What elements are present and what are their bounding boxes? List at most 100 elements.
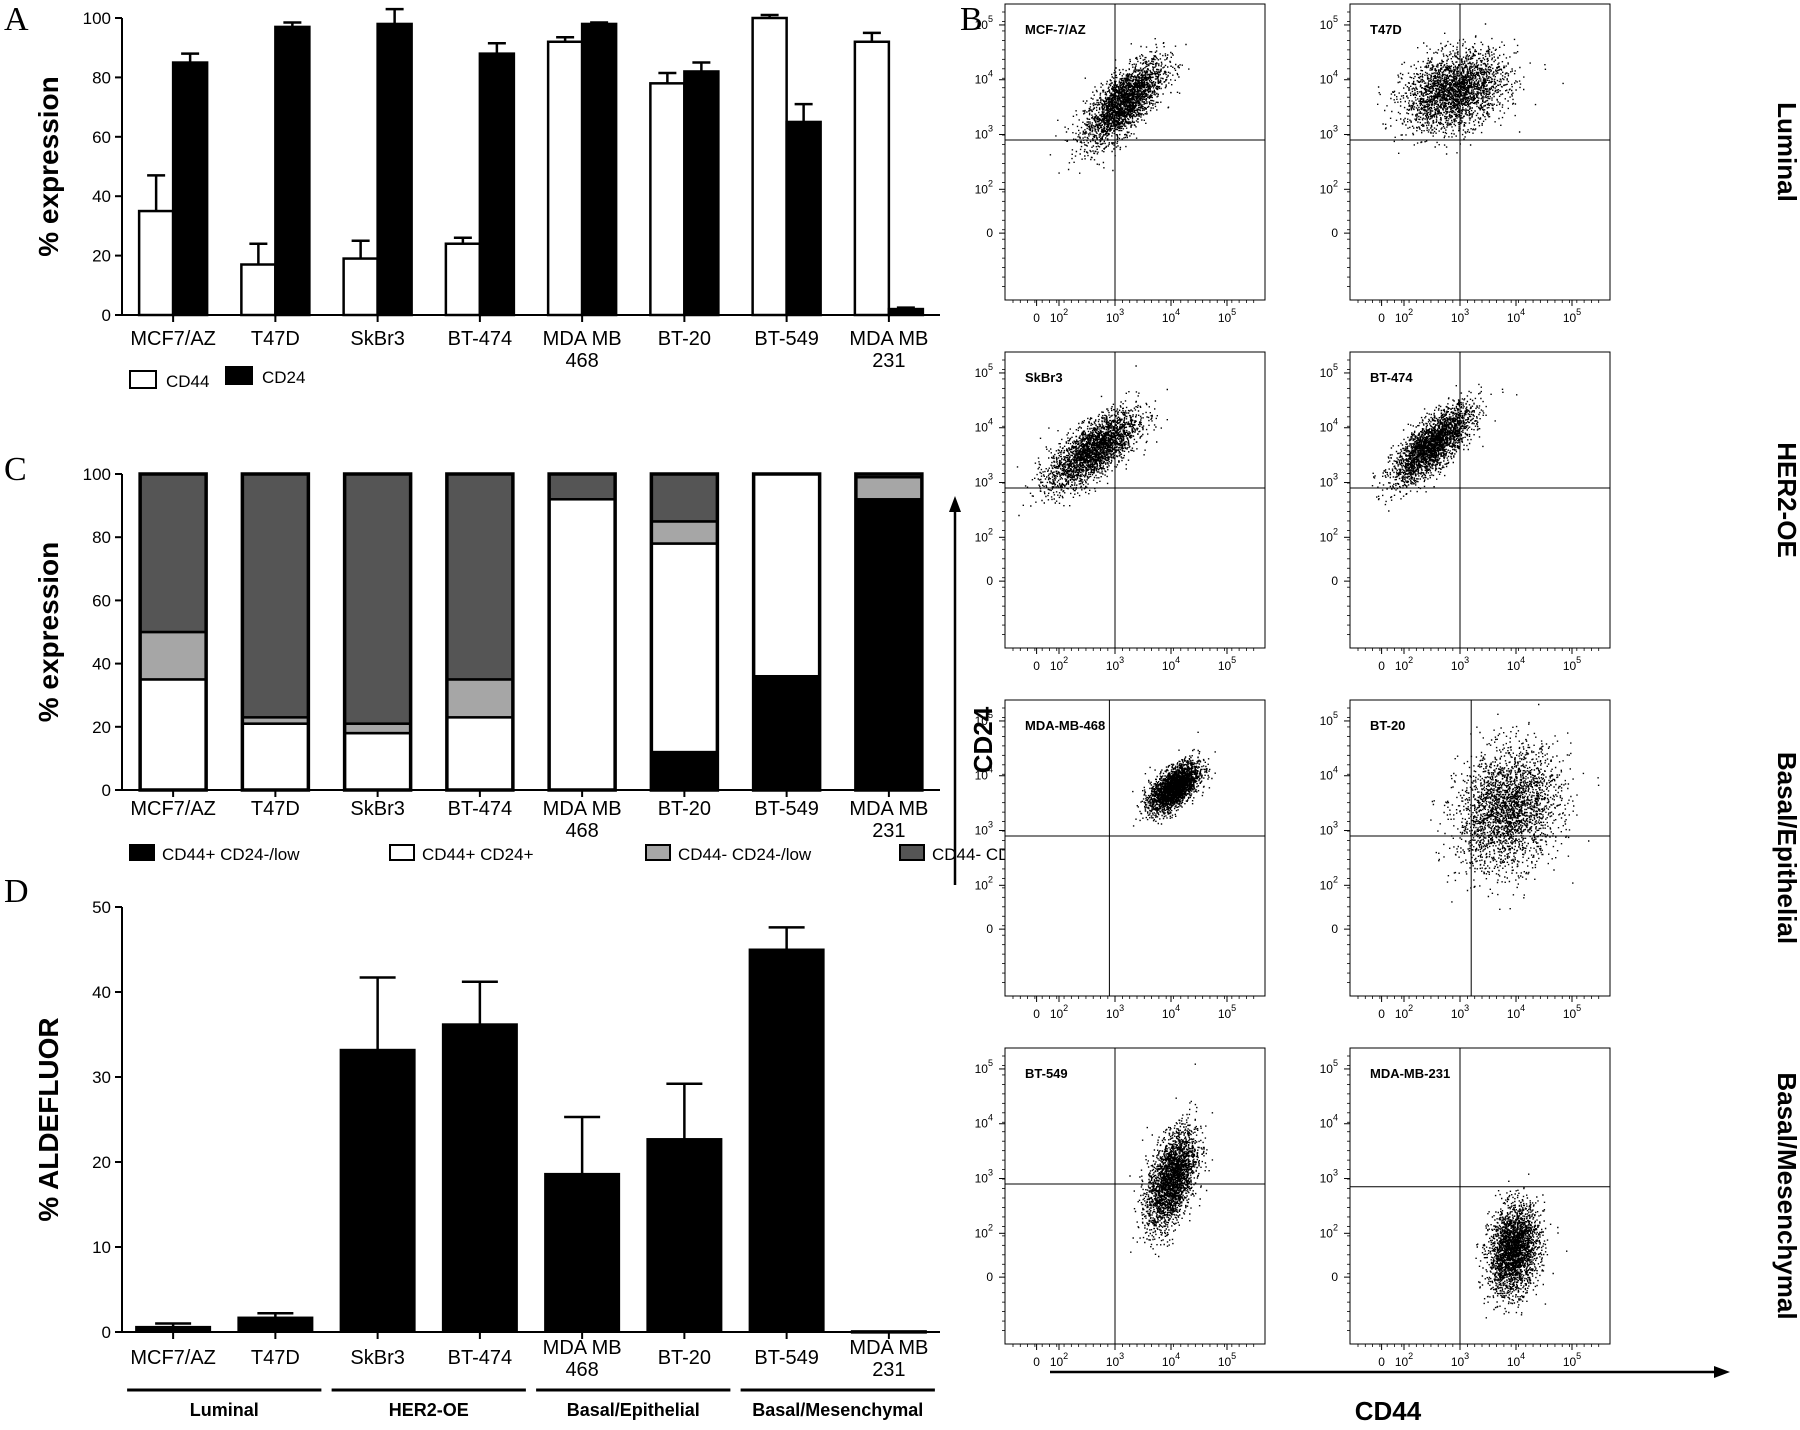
b-y-tick-label: 103: [975, 1168, 993, 1186]
b-tick-exponent: 3: [1119, 655, 1124, 665]
d-bar: [544, 1172, 621, 1334]
b-x-tick-label: 0: [1378, 1007, 1385, 1021]
a-y-tick-label: 20: [92, 247, 111, 266]
b-event-dots: [1132, 731, 1216, 827]
c-stack-segment: [650, 750, 719, 792]
b-x-tick-label: 0: [1378, 311, 1385, 325]
b-tick-exponent: 3: [1464, 307, 1469, 317]
b-x-tick-label: 104: [1507, 1351, 1525, 1369]
d-category-label: SkBr3: [350, 1347, 404, 1369]
b-x-tick-label: 104: [1162, 1003, 1180, 1021]
b-tick-exponent: 3: [988, 1168, 993, 1178]
c-stack-segment: [241, 472, 310, 719]
c-bar-outline: [138, 472, 208, 792]
d-y-tick-label: 30: [92, 1068, 111, 1087]
a-bar-cd24: [580, 22, 618, 317]
c-stack-segment: [445, 716, 515, 792]
b-plot-frame: [1004, 3, 1266, 301]
b-x-tick-label: 0: [1033, 311, 1040, 325]
d-category-label: MCF7/AZ: [130, 1347, 216, 1369]
d-category-label: BT-474: [448, 1347, 512, 1369]
a-bar-cd44: [137, 209, 175, 317]
b-y-tick-label: 0: [1331, 574, 1338, 588]
d-category-label-line: 468: [565, 1359, 598, 1381]
b-y-tick-label: 104: [1320, 69, 1338, 87]
panel-letter-b: B: [960, 1, 983, 38]
panel-letter-c: C: [4, 451, 27, 488]
b-y-tick-label: 105: [1320, 1058, 1338, 1076]
d-group-label: Basal/Epithelial: [567, 1400, 700, 1420]
b-y-tick-label: 103: [975, 124, 993, 142]
b-x-axis-title: CD44: [1355, 1396, 1422, 1426]
b-y-tick-label: 103: [1320, 1168, 1338, 1186]
c-y-tick-label: 20: [92, 718, 111, 737]
b-x-tick-label: 0: [1378, 659, 1385, 673]
b-x-tick-label: 102: [1395, 1351, 1413, 1369]
b-x-tick-label: 104: [1162, 307, 1180, 325]
b-x-tick-label: 103: [1451, 307, 1469, 325]
b-tick-exponent: 5: [1333, 14, 1338, 24]
b-y-tick-label: 104: [1320, 417, 1338, 435]
a-bar-cd44: [751, 16, 788, 317]
b-scatter-plot: T47D 0 102 103 104 105 0 102 103 104 105: [1320, 3, 1611, 325]
c-category-label-line: MCF7/AZ: [130, 798, 216, 820]
c-stack-segment: [343, 472, 412, 725]
a-category-label-line: SkBr3: [350, 328, 404, 350]
c-stack-segment: [650, 472, 719, 523]
b-y-tick-label: 103: [975, 820, 993, 838]
b-x-tick-label: 105: [1218, 1351, 1236, 1369]
b-event-dots: [1129, 1063, 1214, 1258]
b-row-label: Basal/Mesenchymal: [1772, 1072, 1800, 1319]
b-tick-exponent: 2: [988, 178, 993, 188]
a-bar-cd24: [274, 25, 311, 317]
b-tick-exponent: 3: [988, 820, 993, 830]
b-scatter-plot: BT-474 0 102 103 104 105 0 102 103 104 105: [1320, 351, 1611, 673]
a-legend-swatch-cd24: [225, 366, 253, 385]
c-bar-outline: [445, 472, 515, 792]
c-stack-segment: [445, 678, 515, 719]
b-tick-exponent: 3: [1464, 655, 1469, 665]
c-category-label: T47D: [251, 798, 300, 820]
b-tick-exponent: 4: [1175, 307, 1180, 317]
d-category-label-line: MCF7/AZ: [130, 1347, 216, 1369]
b-tick-exponent: 5: [1576, 1351, 1581, 1361]
b-x-tick-label: 105: [1218, 307, 1236, 325]
a-legend-label-cd24: CD24: [262, 368, 305, 387]
b-tick-exponent: 3: [1333, 820, 1338, 830]
b-plot-frame: [1349, 1047, 1611, 1345]
a-y-tick-label: 100: [83, 9, 111, 28]
b-x-tick-label: 104: [1507, 1003, 1525, 1021]
b-x-tick-label: 105: [1563, 1351, 1581, 1369]
b-tick-exponent: 4: [1175, 1351, 1180, 1361]
b-tick-exponent: 5: [988, 362, 993, 372]
b-tick-exponent: 2: [1333, 526, 1338, 536]
b-sample-label: MDA-MB-468: [1025, 718, 1105, 733]
c-stack-segment: [138, 472, 208, 634]
a-category-label-line: BT-20: [658, 328, 711, 350]
c-category-label: BT-474: [448, 798, 512, 820]
a-y-tick-label: 40: [92, 187, 111, 206]
a-bar-cd44: [444, 242, 482, 317]
c-category-label: SkBr3: [350, 798, 404, 820]
b-tick-exponent: 3: [1119, 1003, 1124, 1013]
b-y-tick-label: 102: [1320, 178, 1338, 196]
c-bar-outline: [649, 472, 720, 792]
c-category-label: BT-549: [754, 798, 818, 820]
a-category-label: T47D: [251, 328, 300, 350]
c-category-label-line: SkBr3: [350, 798, 404, 820]
panel-a-bar-chart: 0 20 40 60 80 100 % expression MCF7/AZ T47D SkBr3…: [33, 7, 940, 391]
b-x-tick-label: 102: [1050, 655, 1068, 673]
b-sample-label: MDA-MB-231: [1370, 1066, 1450, 1081]
d-category-label: BT-549: [754, 1347, 818, 1369]
c-legend-label: CD44+ CD24-/low: [162, 845, 300, 864]
b-tick-exponent: 3: [1333, 124, 1338, 134]
c-category-label: BT-20: [658, 798, 711, 820]
c-stack-segment: [547, 472, 617, 501]
b-tick-exponent: 4: [988, 765, 993, 775]
b-tick-exponent: 4: [1333, 417, 1338, 427]
b-x-tick-label: 103: [1106, 1351, 1124, 1369]
b-y-tick-label: 102: [1320, 526, 1338, 544]
c-legend-swatch: [645, 844, 671, 861]
